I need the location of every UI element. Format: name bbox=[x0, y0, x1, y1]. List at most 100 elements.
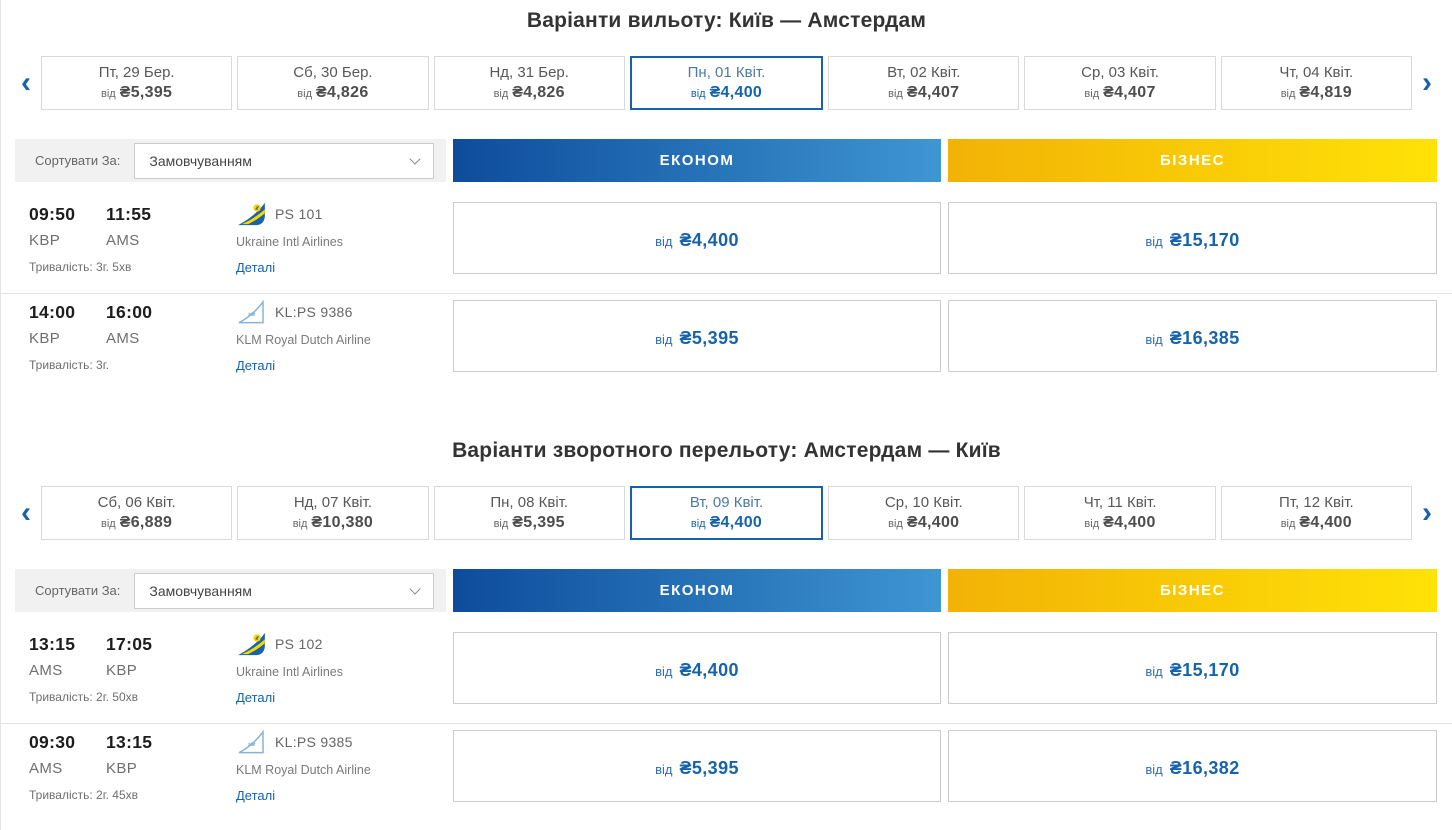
departure-airport-code: AMS bbox=[29, 760, 63, 777]
flight-number: PS 102 bbox=[275, 636, 323, 652]
date-card-day: Пн, 08 Квіт. bbox=[490, 494, 569, 511]
flight-info: 09:30 AMS 13:15 KBP Тривалість: 2г. 45хв bbox=[1, 724, 446, 820]
date-card-day: Пн, 01 Квіт. bbox=[687, 64, 766, 81]
date-card-price: від ₴5,395 bbox=[493, 514, 565, 531]
carousel-next-icon[interactable]: › bbox=[1412, 55, 1442, 111]
date-card-price: від ₴4,819 bbox=[1280, 84, 1352, 101]
business-price-button[interactable]: від ₴16,382 bbox=[948, 730, 1437, 802]
departure-airport-code: AMS bbox=[29, 662, 63, 679]
airline-block: KL:PS 9385 KLM Royal Dutch Airline Детал… bbox=[236, 730, 371, 805]
flight-info: 09:50 KBP 11:55 AMS Тривалість: 3г. 5хв bbox=[1, 196, 446, 293]
times-block: 13:15 AMS 17:05 KBP bbox=[29, 634, 183, 679]
date-card[interactable]: Пт, 29 Бер. від ₴5,395 bbox=[41, 56, 233, 110]
sort-bar: Сортувати За: Замовчуванням bbox=[15, 569, 446, 612]
departure-time: 13:15 bbox=[29, 634, 76, 654]
date-card[interactable]: Пн, 08 Квіт. від ₴5,395 bbox=[433, 486, 625, 540]
economy-column-header[interactable]: ЕКОНОМ bbox=[453, 139, 941, 182]
economy-price: ₴5,395 bbox=[679, 758, 739, 778]
date-card-day: Пт, 29 Бер. bbox=[98, 64, 175, 81]
date-card-selected[interactable]: Вт, 09 Квіт. від ₴4,400 bbox=[629, 486, 824, 540]
details-link[interactable]: Деталі bbox=[236, 788, 276, 803]
economy-price-button[interactable]: від ₴5,395 bbox=[453, 730, 941, 802]
flight-duration: Тривалість: 2г. 45хв bbox=[29, 788, 139, 802]
date-card-price: від ₴4,400 bbox=[690, 84, 763, 101]
economy-price: ₴4,400 bbox=[679, 660, 739, 680]
date-card[interactable]: Чт, 04 Квіт. від ₴4,819 bbox=[1220, 56, 1412, 110]
departure-time: 14:00 bbox=[29, 302, 76, 322]
details-link[interactable]: Деталі bbox=[236, 690, 276, 705]
flight-duration: Тривалість: 3г. 5хв bbox=[29, 260, 132, 274]
departure-time: 09:30 bbox=[29, 732, 76, 752]
date-card-price: від ₴4,400 bbox=[888, 514, 960, 531]
sort-select-value: Замовчуванням bbox=[149, 582, 252, 599]
date-card-price: від ₴4,826 bbox=[297, 84, 369, 101]
date-card-day: Сб, 30 Бер. bbox=[293, 64, 373, 81]
date-card-price: від ₴5,395 bbox=[101, 84, 173, 101]
departure-date-strip: Пт, 29 Бер. від ₴5,395 Сб, 30 Бер. від ₴4,… bbox=[41, 55, 1412, 111]
return-date-carousel: ‹ Сб, 06 Квіт. від ₴6,889 Нд, 07 Квіт. ві… bbox=[1, 485, 1452, 541]
arrival-time: 16:00 bbox=[106, 302, 153, 322]
date-card[interactable]: Вт, 02 Квіт. від ₴4,407 bbox=[828, 56, 1020, 110]
business-price-button[interactable]: від ₴16,385 bbox=[948, 300, 1437, 372]
flight-row: 13:15 AMS 17:05 KBP Тривалість: 2г. 50хв bbox=[1, 626, 1452, 723]
airline-block: PS 101 Ukraine Intl Airlines Деталі bbox=[236, 202, 343, 277]
arrival-time: 13:15 bbox=[106, 732, 153, 752]
business-column-header[interactable]: БІЗНЕС bbox=[948, 139, 1437, 182]
date-card-selected[interactable]: Пн, 01 Квіт. від ₴4,400 bbox=[629, 56, 824, 110]
sort-select[interactable]: Замовчуванням bbox=[134, 142, 434, 179]
klm-tail-logo-icon bbox=[238, 730, 264, 754]
date-card[interactable]: Сб, 06 Квіт. від ₴6,889 bbox=[41, 486, 233, 540]
date-card[interactable]: Нд, 07 Квіт. від ₴10,380 bbox=[237, 486, 429, 540]
flight-row: 09:50 KBP 11:55 AMS Тривалість: 3г. 5хв bbox=[1, 196, 1452, 293]
economy-column-header[interactable]: ЕКОНОМ bbox=[453, 569, 941, 612]
date-card[interactable]: Нд, 31 Бер. від ₴4,826 bbox=[433, 56, 625, 110]
date-card[interactable]: Ср, 10 Квіт. від ₴4,400 bbox=[828, 486, 1020, 540]
carousel-prev-icon[interactable]: ‹ bbox=[11, 55, 41, 111]
arrival-time: 11:55 bbox=[106, 204, 152, 224]
date-card[interactable]: Ср, 03 Квіт. від ₴4,407 bbox=[1024, 56, 1216, 110]
return-section: Варіанти зворотного перельоту: Амстердам… bbox=[1, 438, 1452, 820]
uia-tail-logo-icon bbox=[238, 632, 265, 656]
departure-flight-list: 09:50 KBP 11:55 AMS Тривалість: 3г. 5хв bbox=[1, 196, 1452, 390]
departure-airport-code: KBP bbox=[29, 232, 61, 249]
date-card-day: Чт, 11 Квіт. bbox=[1083, 494, 1157, 511]
business-price: ₴16,385 bbox=[1169, 328, 1240, 348]
departure-time: 09:50 bbox=[29, 204, 76, 224]
chevron-down-icon bbox=[409, 152, 421, 165]
airline-name: KLM Royal Dutch Airline bbox=[236, 333, 371, 347]
economy-price: ₴4,400 bbox=[679, 230, 739, 250]
economy-price-button[interactable]: від ₴4,400 bbox=[453, 632, 941, 704]
date-card[interactable]: Сб, 30 Бер. від ₴4,826 bbox=[237, 56, 429, 110]
return-section-title: Варіанти зворотного перельоту: Амстердам… bbox=[452, 439, 1001, 462]
flight-duration: Тривалість: 2г. 50хв bbox=[29, 690, 139, 704]
carousel-next-icon[interactable]: › bbox=[1412, 485, 1442, 541]
business-column-header[interactable]: БІЗНЕС bbox=[948, 569, 1437, 612]
date-card-price: від ₴4,407 bbox=[1084, 84, 1156, 101]
business-price-button[interactable]: від ₴15,170 bbox=[948, 632, 1437, 704]
chevron-down-icon bbox=[409, 582, 421, 595]
departure-section-title: Варіанти вильоту: Київ — Амстердам bbox=[526, 9, 927, 32]
date-card[interactable]: Чт, 11 Квіт. від ₴4,400 bbox=[1024, 486, 1216, 540]
departure-section: Варіанти вильоту: Київ — Амстердам ‹ Пт,… bbox=[1, 8, 1452, 390]
departure-date-carousel: ‹ Пт, 29 Бер. від ₴5,395 Сб, 30 Бер. від ₴… bbox=[1, 55, 1452, 111]
arrival-airport-code: AMS bbox=[106, 232, 140, 249]
date-card-day: Сб, 06 Квіт. bbox=[97, 494, 176, 511]
airline-block: KL:PS 9386 KLM Royal Dutch Airline Детал… bbox=[236, 300, 371, 375]
business-price-button[interactable]: від ₴15,170 bbox=[948, 202, 1437, 274]
date-card-price: від ₴4,400 bbox=[690, 514, 763, 531]
carousel-prev-icon[interactable]: ‹ bbox=[11, 485, 41, 541]
times-block: 09:30 AMS 13:15 KBP bbox=[29, 732, 183, 777]
date-card-day: Ср, 10 Квіт. bbox=[884, 494, 963, 511]
flight-row: 14:00 KBP 16:00 AMS Тривалість: 3г. bbox=[1, 293, 1452, 390]
economy-price-button[interactable]: від ₴5,395 bbox=[453, 300, 941, 372]
times-block: 14:00 KBP 16:00 AMS bbox=[29, 302, 183, 347]
economy-price-button[interactable]: від ₴4,400 bbox=[453, 202, 941, 274]
sort-select[interactable]: Замовчуванням bbox=[134, 572, 434, 609]
departure-airport-code: KBP bbox=[29, 330, 61, 347]
flight-duration: Тривалість: 3г. bbox=[29, 358, 109, 372]
details-link[interactable]: Деталі bbox=[236, 260, 276, 275]
date-card-day: Нд, 07 Квіт. bbox=[293, 494, 373, 511]
details-link[interactable]: Деталі bbox=[236, 358, 276, 373]
date-card[interactable]: Пт, 12 Квіт. від ₴4,400 bbox=[1220, 486, 1412, 540]
business-price: ₴16,382 bbox=[1169, 758, 1240, 778]
